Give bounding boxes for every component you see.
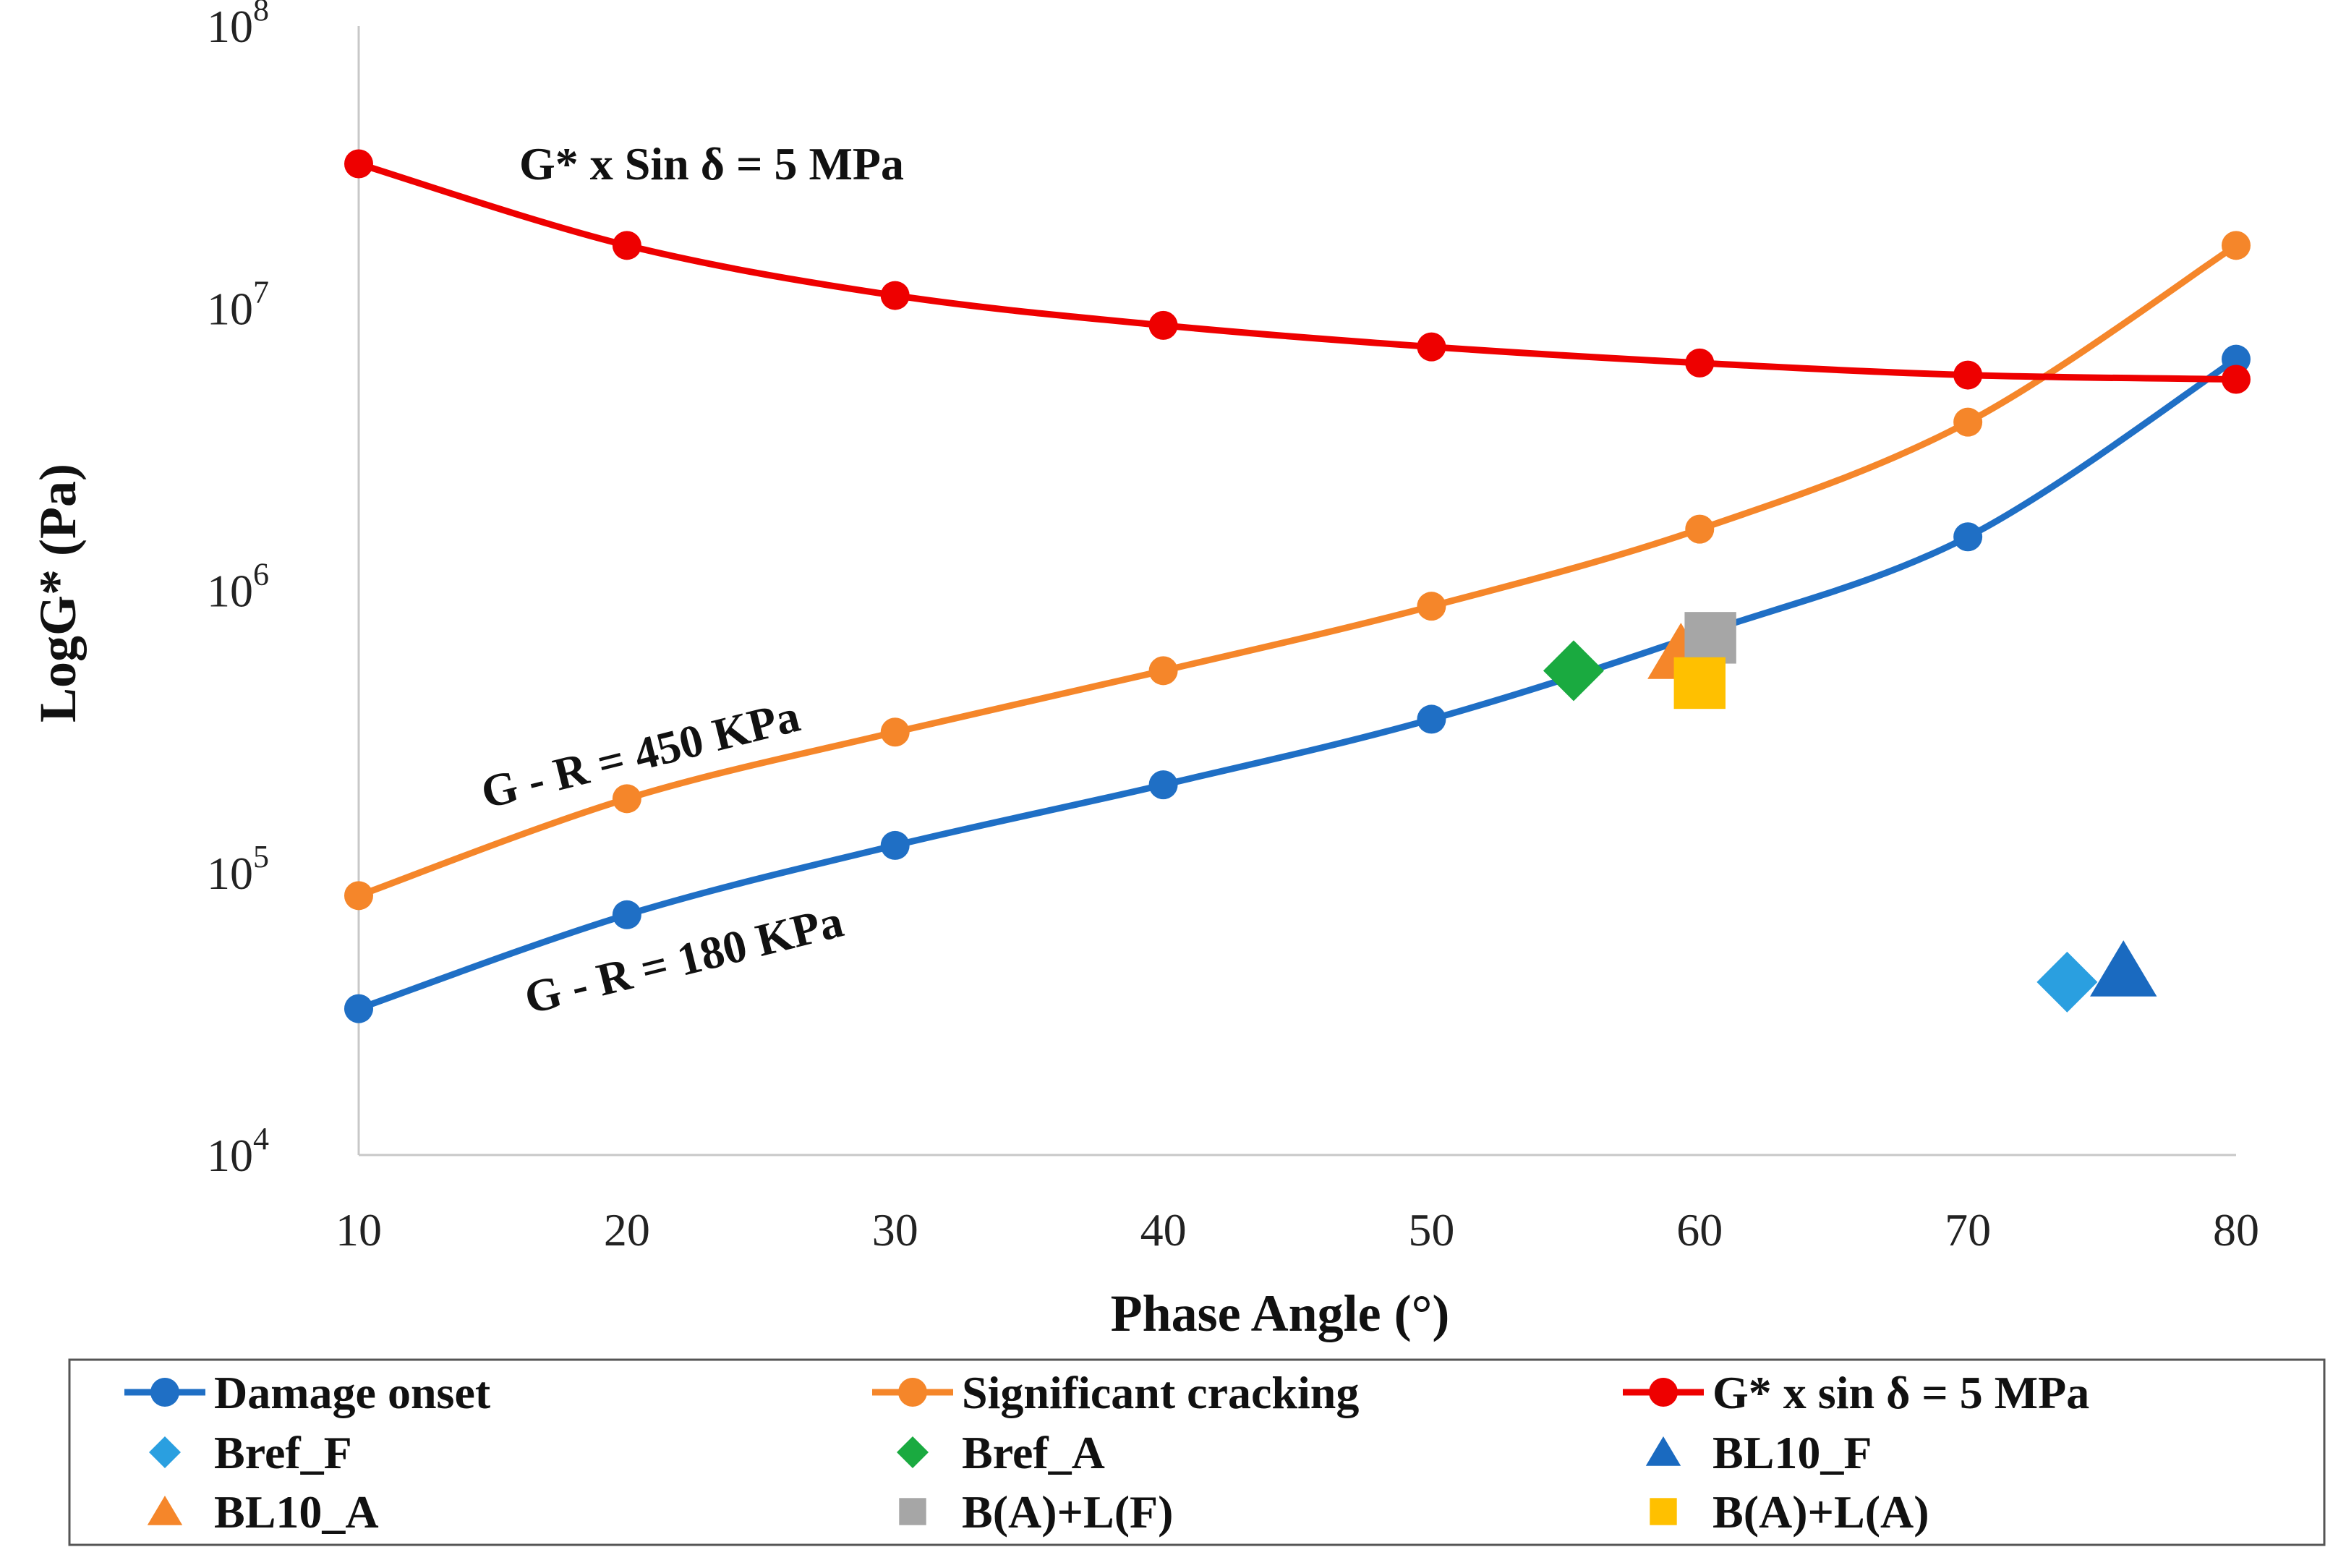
legend-label: Bref_F	[214, 1427, 352, 1478]
legend-item-significant-cracking: Significant cracking	[872, 1367, 1359, 1418]
series-markers	[344, 149, 2251, 1023]
legend-item-b-a-l-f: B(A)+L(F)	[899, 1486, 1173, 1538]
data-point-damage-onset	[612, 900, 641, 929]
legend-swatch-marker	[147, 1496, 183, 1525]
legend-label: B(A)+L(F)	[962, 1486, 1173, 1538]
legend-swatch-marker	[898, 1378, 927, 1407]
legend-item-damage-onset: Damage onset	[124, 1367, 491, 1418]
data-point-significant-cracking	[612, 784, 641, 814]
legend-swatch-marker	[899, 1498, 926, 1525]
scatter-point-bref-a	[1543, 640, 1604, 702]
data-point-g-x-sin-5-mpa	[1148, 310, 1178, 340]
data-point-significant-cracking	[344, 881, 373, 911]
data-point-g-x-sin-5-mpa	[880, 281, 910, 310]
data-point-g-x-sin-5-mpa	[2222, 365, 2251, 394]
data-point-significant-cracking	[1685, 514, 1715, 544]
y-tick-label: 105	[207, 839, 269, 899]
legend-label: G* x sin δ = 5 MPa	[1712, 1367, 2089, 1418]
x-tick-label: 80	[2213, 1204, 2259, 1256]
legend-swatch-marker	[897, 1436, 929, 1468]
data-point-g-x-sin-5-mpa	[1953, 360, 1983, 390]
legend-item-bref-a: Bref_A	[897, 1427, 1105, 1478]
legend-swatch-marker	[149, 1436, 181, 1468]
scatter-point-bl10-f	[2090, 940, 2157, 997]
data-point-damage-onset	[1148, 770, 1178, 800]
y-tick-label: 107	[207, 274, 269, 334]
data-point-significant-cracking	[2222, 231, 2251, 260]
series-line-significant-cracking	[357, 242, 2238, 899]
legend-label: Significant cracking	[962, 1367, 1359, 1418]
legend-swatch-marker	[1645, 1436, 1681, 1466]
data-point-damage-onset	[1953, 522, 1983, 552]
data-point-damage-onset	[344, 994, 373, 1023]
data-point-g-x-sin-5-mpa	[344, 149, 373, 179]
scatter-point-b-a-l-a	[1673, 657, 1726, 710]
legend-swatch-marker	[1649, 1378, 1678, 1407]
data-point-significant-cracking	[1953, 407, 1983, 437]
y-tick-labels: 104 105 106 107 108	[207, 0, 269, 1181]
annotation-g-sin: G* x Sin δ = 5 MPa	[519, 138, 904, 189]
y-tick-label: 104	[207, 1121, 269, 1181]
x-tick-label: 30	[872, 1204, 918, 1256]
y-tick-label: 106	[207, 557, 269, 617]
y-tick-label: 108	[207, 0, 269, 52]
x-tick-label: 70	[1945, 1204, 1991, 1256]
annotation-180kpa: G - R = 180 KPa	[519, 895, 848, 1024]
series-lines	[357, 161, 2238, 1012]
x-tick-label: 10	[336, 1204, 382, 1256]
data-point-significant-cracking	[1148, 656, 1178, 686]
legend-label: BL10_A	[214, 1486, 379, 1538]
legend-item-b-a-l-a: B(A)+L(A)	[1650, 1486, 1929, 1538]
y-axis-title: LogG* (Pa)	[29, 464, 87, 723]
legend-swatch-marker	[150, 1378, 179, 1407]
x-tick-label: 20	[604, 1204, 650, 1256]
data-point-damage-onset	[880, 830, 910, 860]
series-line-damage-onset	[357, 356, 2238, 1012]
legend-box	[68, 1358, 2326, 1546]
scatter-point-b-a-l-f	[1684, 612, 1736, 664]
legend: Damage onset Significant cracking G* x sin…	[124, 1367, 2089, 1538]
data-point-damage-onset	[1417, 704, 1446, 734]
scatter-points	[1543, 612, 2157, 1013]
data-point-g-x-sin-5-mpa	[1685, 348, 1715, 378]
legend-item-bref-f: Bref_F	[149, 1427, 352, 1478]
series-line-g-x-sin-5-mpa	[357, 161, 2237, 383]
data-point-damage-onset	[2222, 344, 2251, 374]
legend-label: Bref_A	[962, 1427, 1105, 1478]
x-tick-label: 50	[1408, 1204, 1454, 1256]
data-point-g-x-sin-5-mpa	[1417, 332, 1446, 362]
scatter-point-bref-f	[2036, 951, 2098, 1013]
legend-item-bl10-f: BL10_F	[1645, 1427, 1872, 1478]
x-tick-labels: 10 20 30 40 50 60 70 80	[336, 1204, 2259, 1256]
legend-item-g-x-sin-5-mpa: G* x sin δ = 5 MPa	[1623, 1367, 2089, 1418]
x-tick-label: 60	[1676, 1204, 1723, 1256]
data-point-g-x-sin-5-mpa	[612, 231, 641, 260]
x-tick-label: 40	[1140, 1204, 1187, 1256]
legend-swatch-marker	[1650, 1498, 1677, 1525]
data-point-significant-cracking	[1417, 592, 1446, 621]
legend-item-bl10-a: BL10_A	[147, 1486, 379, 1538]
data-point-significant-cracking	[880, 717, 910, 747]
legend-label: Damage onset	[214, 1367, 491, 1418]
legend-label: B(A)+L(A)	[1712, 1486, 1929, 1538]
x-axis-title: Phase Angle (°)	[1111, 1284, 1450, 1342]
legend-label: BL10_F	[1712, 1427, 1872, 1478]
